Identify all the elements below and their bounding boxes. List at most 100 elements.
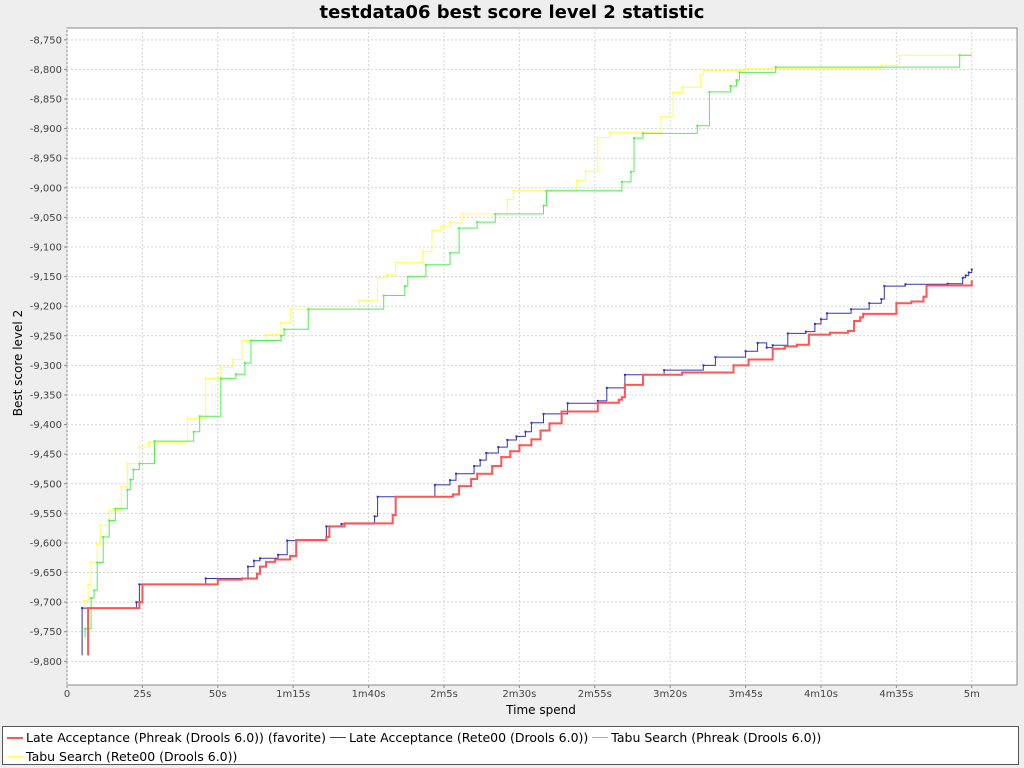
series-point-2 xyxy=(126,488,129,491)
x-axis: 0 25s 50s 1m15s 1m40s 2m5s 2m30s 2m55s 3m20s 3m45… xyxy=(64,685,980,700)
series-point-0 xyxy=(539,429,542,432)
y-tick-label: -9,050 xyxy=(30,213,62,224)
series-point-3 xyxy=(512,189,515,192)
y-tick-label: -9,250 xyxy=(30,331,62,342)
legend-item: Late Acceptance (Rete00 (Drools 6.0)) xyxy=(329,728,589,747)
series-point-0 xyxy=(491,465,494,467)
series-point-3 xyxy=(584,170,587,173)
series-point-1 xyxy=(868,302,871,305)
series-point-1 xyxy=(515,435,518,438)
series-point-3 xyxy=(108,509,111,512)
series-point-0 xyxy=(922,295,925,298)
series-point-3 xyxy=(702,69,705,72)
legend: Late Acceptance (Phreak (Drools 6.0)) (f… xyxy=(2,726,1019,765)
series-point-1 xyxy=(663,369,666,372)
series-point-0 xyxy=(343,522,346,525)
series-point-1 xyxy=(967,271,970,274)
y-tick-label: -9,750 xyxy=(30,627,62,638)
series-point-1 xyxy=(756,341,759,344)
series-point-0 xyxy=(617,398,620,401)
series-point-0 xyxy=(560,410,563,413)
series-point-2 xyxy=(138,462,141,465)
series-point-1 xyxy=(819,318,822,321)
series-point-1 xyxy=(946,282,949,285)
series-point-1 xyxy=(605,386,608,389)
series-point-0 xyxy=(274,558,277,561)
series-point-3 xyxy=(660,115,663,118)
series-point-0 xyxy=(394,495,397,498)
y-tick-label: -9,550 xyxy=(30,509,62,520)
legend-label: Late Acceptance (Phreak (Drools 6.0)) (f… xyxy=(26,730,326,745)
series-point-2 xyxy=(735,79,738,82)
series-point-1 xyxy=(566,402,569,405)
series-point-3 xyxy=(219,366,222,369)
series-point-3 xyxy=(99,524,102,527)
x-axis-label: Time spend xyxy=(505,703,576,717)
x-tick-label: 1m40s xyxy=(352,689,386,700)
series-point-0 xyxy=(862,312,865,315)
series-point-2 xyxy=(129,478,132,481)
series-point-0 xyxy=(783,345,786,348)
series-line-1 xyxy=(81,269,973,656)
series-point-0 xyxy=(807,333,810,336)
series-point-0 xyxy=(500,456,503,459)
series-point-0 xyxy=(240,577,243,580)
series-point-0 xyxy=(642,373,645,376)
series-point-0 xyxy=(141,583,144,586)
series-point-1 xyxy=(277,553,280,556)
series-point-1 xyxy=(433,483,436,486)
series-point-1 xyxy=(542,412,545,415)
series-point-2 xyxy=(424,263,427,266)
series-point-1 xyxy=(340,523,343,526)
series-point-1 xyxy=(961,276,964,279)
chart-title: testdata06 best score level 2 statistic xyxy=(320,2,705,23)
series-point-0 xyxy=(620,396,623,399)
series-line-2 xyxy=(84,54,972,638)
legend-item: Tabu Search (Rete00 (Drools 6.0)) xyxy=(7,747,237,766)
series-point-1 xyxy=(714,356,717,359)
series-point-3 xyxy=(681,86,684,89)
series-point-1 xyxy=(771,344,774,347)
series-point-3 xyxy=(385,273,388,276)
series-point-0 xyxy=(87,607,90,610)
series-point-1 xyxy=(325,525,328,528)
series-point-3 xyxy=(84,599,87,602)
series-point-1 xyxy=(596,399,599,402)
series-point-1 xyxy=(204,577,207,580)
series-point-1 xyxy=(455,472,458,475)
series-point-1 xyxy=(883,285,886,288)
series-point-3 xyxy=(126,462,129,465)
series-point-0 xyxy=(518,444,521,447)
y-tick-label: -9,000 xyxy=(30,183,62,194)
series-layer xyxy=(81,54,973,656)
series-point-2 xyxy=(192,430,195,433)
legend-label: Tabu Search (Rete00 (Drools 6.0)) xyxy=(26,749,238,764)
legend-label: Late Acceptance (Rete00 (Drools 6.0)) xyxy=(348,730,589,745)
plot-area xyxy=(66,27,1018,686)
series-point-2 xyxy=(708,90,711,93)
series-point-2 xyxy=(198,415,201,418)
series-point-2 xyxy=(476,221,479,224)
y-tick-label: -8,900 xyxy=(30,124,62,135)
series-point-3 xyxy=(147,441,150,444)
series-point-1 xyxy=(138,583,141,586)
y-tick-label: -9,300 xyxy=(30,361,62,372)
series-point-1 xyxy=(970,268,973,271)
series-point-0 xyxy=(265,560,268,563)
series-point-0 xyxy=(771,347,774,350)
series-point-1 xyxy=(252,559,255,562)
series-point-1 xyxy=(623,373,626,376)
series-point-0 xyxy=(623,383,626,386)
series-point-2 xyxy=(114,507,117,510)
y-tick-label: -9,200 xyxy=(30,302,62,313)
series-point-3 xyxy=(439,225,442,228)
series-point-0 xyxy=(328,525,331,528)
series-point-0 xyxy=(295,538,298,541)
series-point-2 xyxy=(243,362,246,365)
series-point-1 xyxy=(813,322,816,325)
series-point-3 xyxy=(449,221,452,224)
series-point-1 xyxy=(246,565,249,568)
y-tick-label: -9,650 xyxy=(30,568,62,579)
y-tick-label: -8,950 xyxy=(30,154,62,165)
series-point-2 xyxy=(620,180,623,183)
